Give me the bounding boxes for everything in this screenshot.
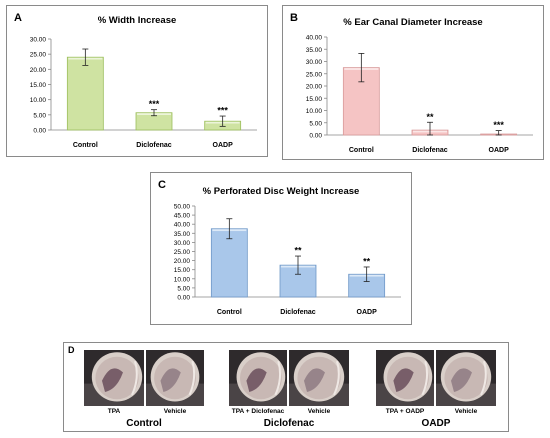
ear-rim: [274, 360, 282, 396]
panel-letter-a: A: [14, 12, 22, 24]
y-tick-label: 30.00: [174, 240, 191, 247]
y-tick-label: 40.00: [306, 35, 323, 42]
panel-letter-d: D: [68, 345, 75, 355]
y-tick-label: 25.00: [30, 52, 47, 59]
ear-photo-diclofenac-vehicle: [289, 350, 349, 406]
ear-rim: [333, 360, 340, 396]
ear-image: [146, 350, 204, 406]
y-tick-label: 20.00: [30, 67, 47, 74]
bar: [66, 56, 104, 131]
y-tick-label: 25.00: [174, 249, 191, 256]
ear-image: [436, 350, 496, 406]
y-tick-label: 45.00: [174, 213, 191, 220]
significance-label: **: [426, 112, 434, 122]
chart-panel-a: A % Width Increase 0.00 5.00 10.00 15.00 20.…: [6, 5, 268, 157]
ear-rim: [421, 360, 429, 396]
bar-chart-c: 0.00 5.00 10.00 15.00 20.00 25.00 30.00 35.00 40…: [174, 204, 401, 316]
photo-label: Vehicle: [163, 408, 187, 415]
ear-canal: [393, 368, 414, 392]
y-tick-label: 0.00: [177, 295, 190, 302]
y-tick-label: 10.00: [30, 97, 47, 104]
category-label: OADP: [489, 147, 510, 154]
chart-title-a: % Width Increase: [97, 15, 177, 26]
bar: [210, 228, 248, 298]
photo-label: TPA + OADP: [385, 408, 425, 415]
category-label: Diclofenac: [136, 142, 172, 149]
ear-rim: [480, 360, 487, 396]
chart-title-c: % Perforated Disc Weight Increase: [202, 186, 360, 197]
photo-label: Vehicle: [307, 408, 331, 415]
chart-panel-c: C % Perforated Disc Weight Increase 0.00…: [150, 172, 412, 325]
ear-image: [289, 350, 349, 406]
significance-label: **: [294, 246, 302, 256]
panel-letter-c: C: [158, 179, 166, 191]
y-tick-label: 35.00: [306, 47, 323, 54]
photo-label: TPA: [107, 408, 121, 415]
panel-letter-b: B: [290, 12, 298, 24]
ear-photo-oadp-vehicle: [436, 350, 496, 406]
y-tick-label: 5.00: [177, 285, 190, 292]
significance-label: **: [363, 256, 371, 266]
y-tick-label: 5.00: [33, 112, 46, 119]
bar-chart-b: 0.00 5.00 10.00 15.00 20.00 25.00 30.00 35.00 40…: [306, 35, 533, 154]
group-label-diclofenac: Diclofenac: [263, 418, 315, 429]
category-label: Diclofenac: [412, 147, 448, 154]
category-label: Control: [73, 142, 98, 149]
category-label: OADP: [213, 142, 234, 149]
significance-label: ***: [217, 106, 228, 116]
y-tick-label: 5.00: [309, 120, 322, 127]
ear-photo-control-vehicle: [146, 350, 204, 406]
y-tick-label: 0.00: [309, 133, 322, 140]
significance-label: ***: [493, 120, 504, 130]
y-tick-label: 10.00: [174, 276, 191, 283]
y-tick-label: 25.00: [306, 71, 323, 78]
chart-title-b: % Ear Canal Diameter Increase: [343, 17, 483, 28]
y-tick-label: 20.00: [174, 258, 191, 265]
y-tick-label: 35.00: [174, 231, 191, 238]
y-tick-label: 10.00: [306, 108, 323, 115]
y-tick-label: 40.00: [174, 222, 191, 229]
photo-panel-d: D TPA Vehicle Control TPA + Diclofenac V…: [63, 342, 509, 432]
y-tick-label: 0.00: [33, 128, 46, 135]
bar-chart-a: 0.00 5.00 10.00 15.00 20.00 25.00 30.00 Control…: [30, 37, 257, 149]
category-label: Diclofenac: [280, 309, 316, 316]
group-label-oadp: OADP: [421, 418, 451, 429]
y-tick-label: 15.00: [306, 96, 323, 103]
ear-canal: [451, 368, 472, 392]
group-label-control: Control: [126, 418, 162, 429]
y-tick-label: 30.00: [306, 59, 323, 66]
photo-label: TPA + Diclofenac: [231, 408, 285, 415]
ear-canal: [102, 368, 123, 392]
ear-image: [84, 350, 144, 406]
ear-image: [229, 350, 287, 406]
significance-label: ***: [149, 99, 160, 109]
y-tick-label: 30.00: [30, 37, 47, 44]
y-tick-label: 15.00: [30, 82, 47, 89]
photo-label: Vehicle: [454, 408, 478, 415]
ear-canal: [160, 368, 181, 392]
ear-photo-oadp-tpa: [376, 350, 434, 406]
y-tick-label: 20.00: [306, 84, 323, 91]
category-label: Control: [217, 309, 242, 316]
ear-photo-diclofenac-tpa: [229, 350, 287, 406]
category-label: OADP: [357, 309, 378, 316]
ear-photo-control-tpa: [84, 350, 144, 406]
y-tick-label: 50.00: [174, 204, 191, 211]
ear-rim: [188, 360, 196, 396]
ear-rim: [131, 360, 138, 396]
chart-panel-b: B % Ear Canal Diameter Increase 0.00 5.00…: [282, 5, 544, 160]
ear-canal: [246, 368, 267, 392]
ear-canal: [304, 368, 325, 392]
category-label: Control: [349, 147, 374, 154]
ear-image: [376, 350, 434, 406]
y-tick-label: 15.00: [174, 267, 191, 274]
